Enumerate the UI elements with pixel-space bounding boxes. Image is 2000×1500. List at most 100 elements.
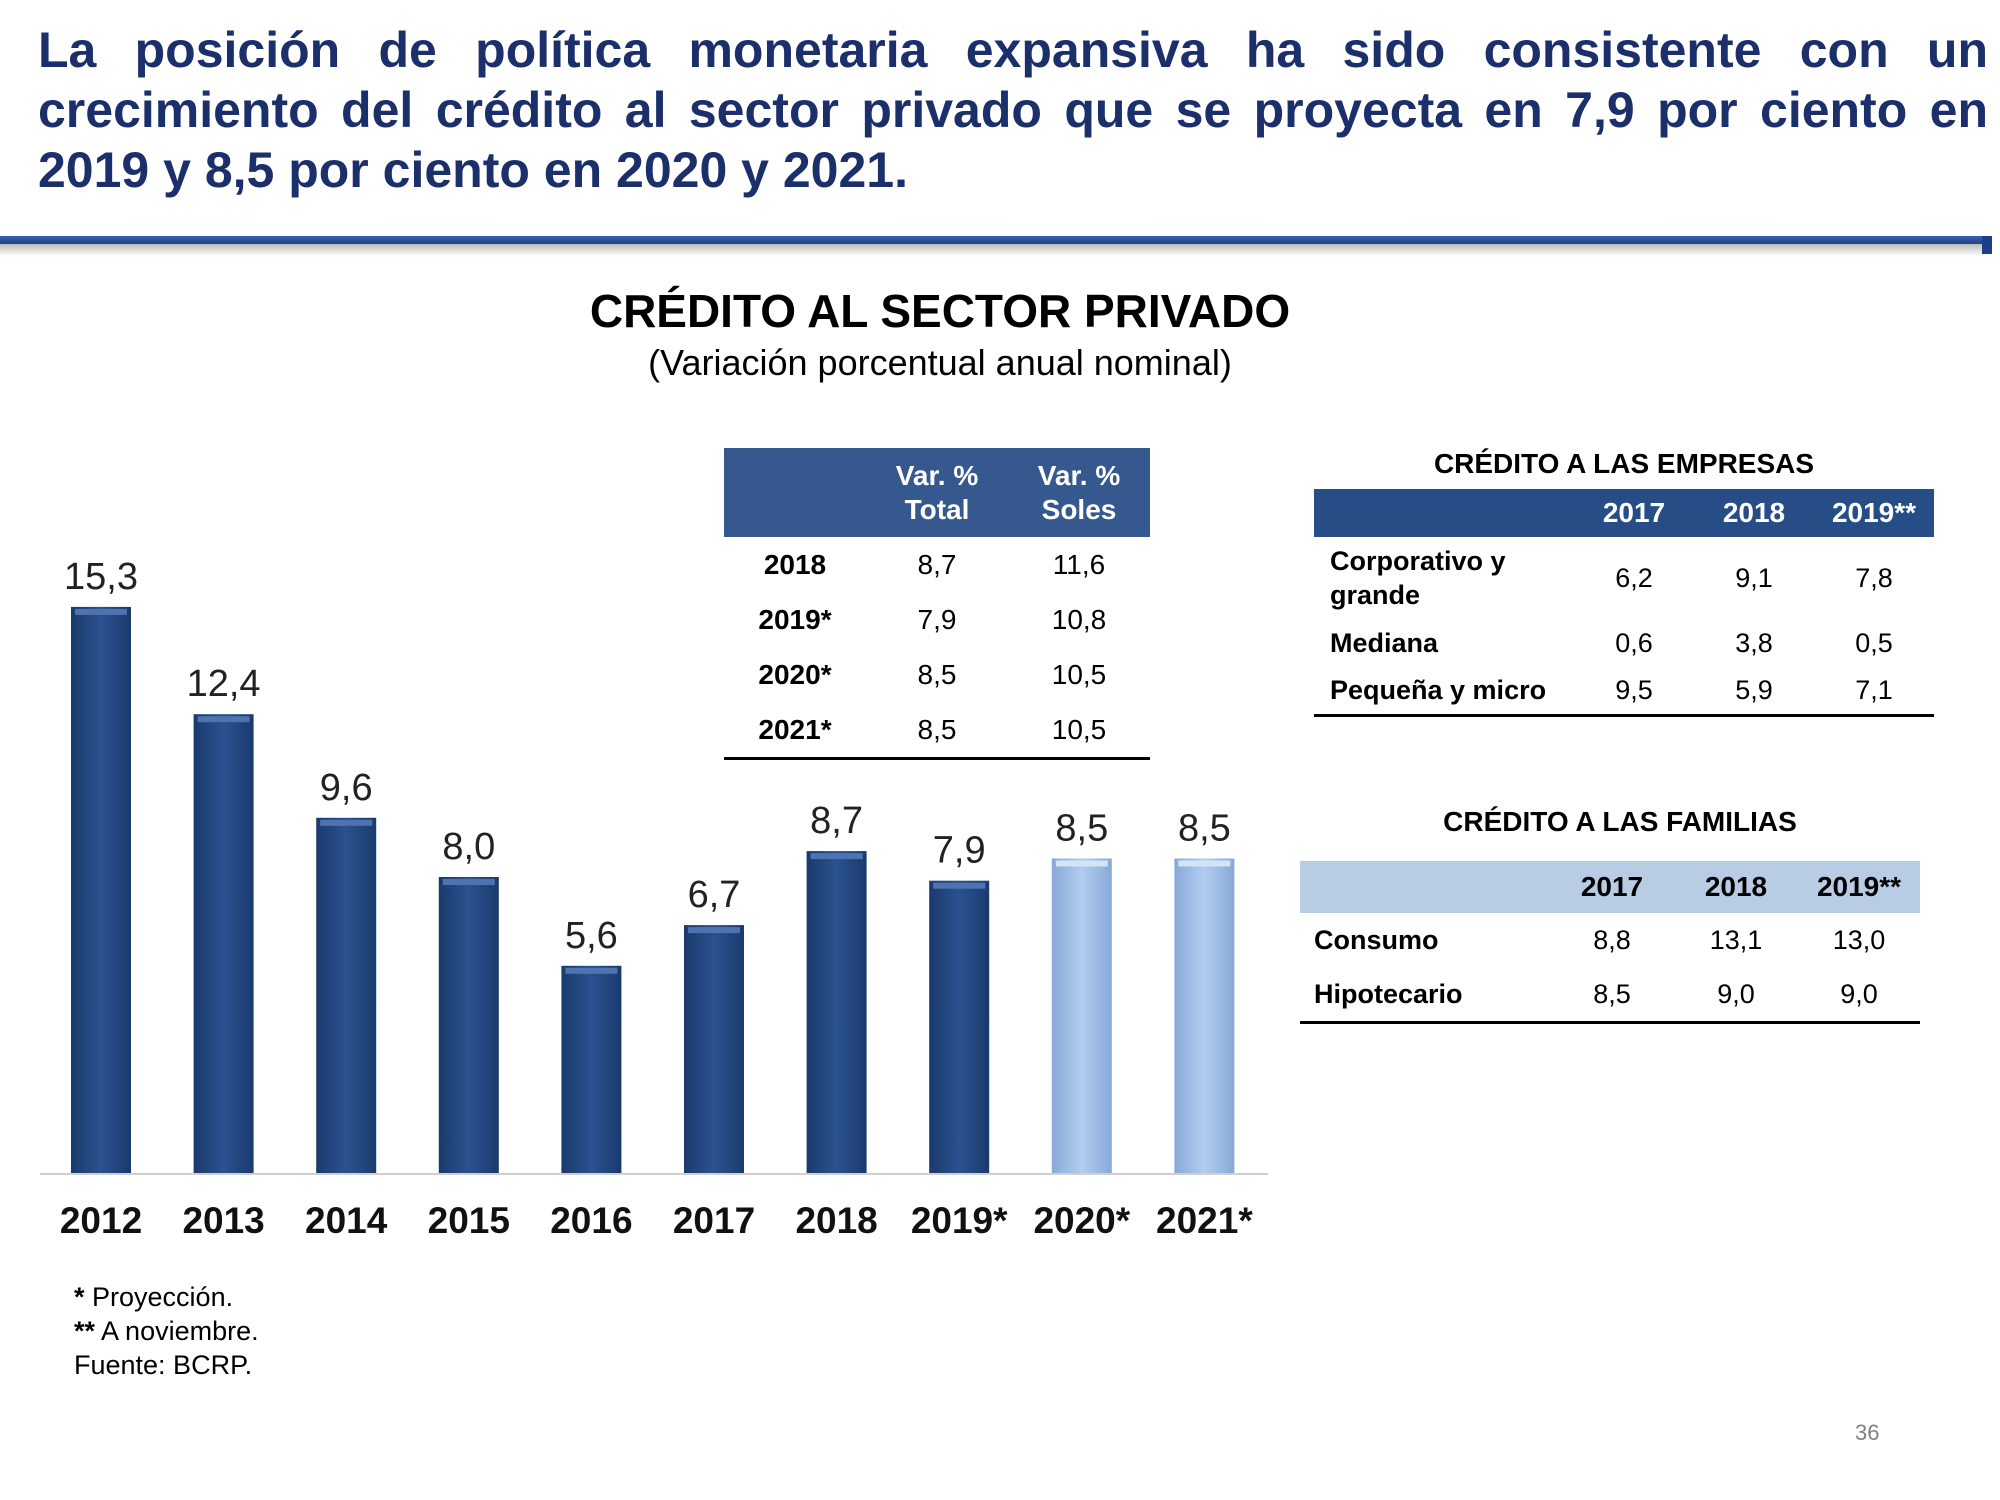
- headline: La posición de política monetaria expans…: [38, 22, 1988, 198]
- row-label: 2021*: [724, 702, 866, 760]
- header-rule-cap: [1982, 236, 1992, 254]
- bar-highlight: [75, 608, 127, 615]
- data-label: 8,7: [810, 800, 863, 842]
- data-label: 7,9: [933, 830, 986, 872]
- bar-2014: [316, 817, 377, 1173]
- data-label: 8,5: [1178, 808, 1231, 850]
- cell: 5,9: [1694, 667, 1814, 717]
- bar-highlight: [1055, 860, 1108, 867]
- bar-2018: [806, 851, 867, 1173]
- bar-2013: [193, 714, 254, 1173]
- cell: 8,7: [917, 548, 957, 580]
- cell: 10,8: [1051, 603, 1107, 635]
- footnote-november: ** A noviembre.: [74, 1314, 259, 1348]
- table-row: 2021* 8,5 10,5: [724, 702, 1150, 760]
- category-label: 2017: [673, 1200, 755, 1241]
- row-label: Consumo: [1314, 924, 1439, 955]
- footnote-mark: *: [74, 1282, 85, 1312]
- bar-2017: [684, 925, 744, 1173]
- category-label: 2014: [305, 1200, 388, 1241]
- chart-title: CRÉDITO AL SECTOR PRIVADO: [589, 285, 1291, 337]
- variation-header-total: Var. % Total: [866, 448, 1008, 537]
- category-label: 2019*: [911, 1200, 1008, 1241]
- cell: 9,1: [1735, 562, 1773, 593]
- data-label: 8,0: [442, 826, 495, 868]
- table-row: Hipotecario 8,5 9,0 9,0: [1300, 967, 1920, 1024]
- footnote-mark: **: [74, 1316, 96, 1346]
- table-row: Mediana 0,6 3,8 0,5: [1314, 619, 1934, 667]
- familias-header-2019: 2019**: [1798, 861, 1920, 913]
- category-label: 2021*: [1156, 1200, 1253, 1241]
- cell: 8,5: [866, 702, 1008, 760]
- data-label: 5,6: [565, 915, 618, 957]
- bar-2015: [438, 877, 499, 1173]
- empresas-header-2017: 2017: [1574, 489, 1694, 537]
- table-row: Consumo 8,8 13,1 13,0: [1300, 913, 1920, 967]
- bar-2016: [561, 965, 622, 1173]
- bar-highlight: [197, 716, 250, 723]
- data-label: 8,5: [1055, 808, 1108, 850]
- table-row: 2018 8,7 11,6: [724, 537, 1150, 592]
- empresas-header-2018: 2018: [1694, 489, 1814, 537]
- bar-2021: [1174, 858, 1235, 1173]
- bar-highlight: [1178, 860, 1231, 867]
- empresas-header-blank: [1314, 489, 1574, 537]
- cell: 8,8: [1593, 924, 1631, 955]
- category-label: 2020*: [1033, 1200, 1130, 1241]
- cell: 9,5: [1574, 667, 1694, 717]
- cell: 11,6: [1052, 548, 1106, 580]
- variation-table: Var. % Total Var. % Soles 2018 8,7 11,6 …: [724, 448, 1150, 760]
- footnotes: * Proyección. ** A noviembre. Fuente: BC…: [74, 1280, 259, 1382]
- category-label: 2016: [550, 1200, 632, 1241]
- row-label: Mediana: [1330, 628, 1439, 658]
- category-label: 2018: [795, 1200, 877, 1241]
- category-label: 2013: [182, 1200, 264, 1241]
- empresas-table: 2017 2018 2019** Corporativo y grande 6,…: [1314, 489, 1934, 717]
- chart-subtitle: (Variación porcentual anual nominal): [648, 342, 1232, 383]
- row-label: Hipotecario: [1300, 967, 1550, 1024]
- source-note: Fuente: BCRP.: [74, 1350, 253, 1380]
- variation-header-blank: [724, 448, 866, 537]
- cell: 10,5: [1051, 658, 1107, 690]
- familias-header-2017: 2017: [1550, 861, 1674, 913]
- data-label: 6,7: [688, 874, 741, 916]
- cell: 9,0: [1674, 967, 1798, 1024]
- data-label: 9,6: [320, 767, 373, 809]
- cell: 7,1: [1814, 667, 1934, 717]
- header-rule-shadow: [0, 244, 1992, 256]
- data-label: 12,4: [187, 663, 261, 705]
- table-row: 2019* 7,9 10,8: [724, 592, 1150, 647]
- footnote-text: Proyección.: [84, 1282, 234, 1312]
- cell: 8,5: [917, 658, 957, 690]
- cell: 7,8: [1855, 562, 1893, 593]
- cell: 9,0: [1798, 967, 1920, 1024]
- variation-header-soles: Var. % Soles: [1008, 448, 1150, 537]
- familias-table: 2017 2018 2019** Consumo 8,8 13,1 13,0 H…: [1300, 861, 1920, 1024]
- bar-highlight: [810, 853, 863, 860]
- bar-2020: [1051, 858, 1112, 1173]
- cell: 8,5: [1550, 967, 1674, 1024]
- row-label: 2019*: [758, 603, 832, 635]
- cell: 6,2: [1615, 562, 1653, 593]
- page-number: 36: [1855, 1420, 1880, 1445]
- cell: 0,6: [1615, 627, 1653, 658]
- bar-2019: [929, 880, 990, 1173]
- header-rule: [0, 236, 1992, 244]
- empresas-header-2019: 2019**: [1814, 489, 1934, 537]
- row-label: Pequeña y micro: [1314, 667, 1574, 717]
- category-label: 2012: [60, 1200, 142, 1241]
- footnote-text: A noviembre.: [95, 1316, 259, 1346]
- familias-header-2018: 2018: [1674, 861, 1798, 913]
- row-label: 2018: [763, 548, 827, 580]
- bar-chart: 15,3 2012 12,4 2013 9,6 2014 8,0 2015 5,6 2016 6,7…: [40, 556, 1268, 1241]
- row-label: Corporativo y grande: [1330, 546, 1506, 610]
- row-label: 2020*: [758, 658, 832, 690]
- bar-highlight: [320, 819, 373, 826]
- cell: 13,0: [1832, 924, 1886, 955]
- footnote-projection: * Proyección.: [74, 1280, 259, 1314]
- familias-title: CRÉDITO A LAS FAMILIAS: [1443, 806, 1797, 837]
- table-row: Pequeña y micro 9,5 5,9 7,1: [1314, 667, 1934, 717]
- bar-highlight: [442, 879, 495, 885]
- data-label: 15,3: [64, 556, 138, 598]
- familias-header-blank: [1300, 861, 1550, 913]
